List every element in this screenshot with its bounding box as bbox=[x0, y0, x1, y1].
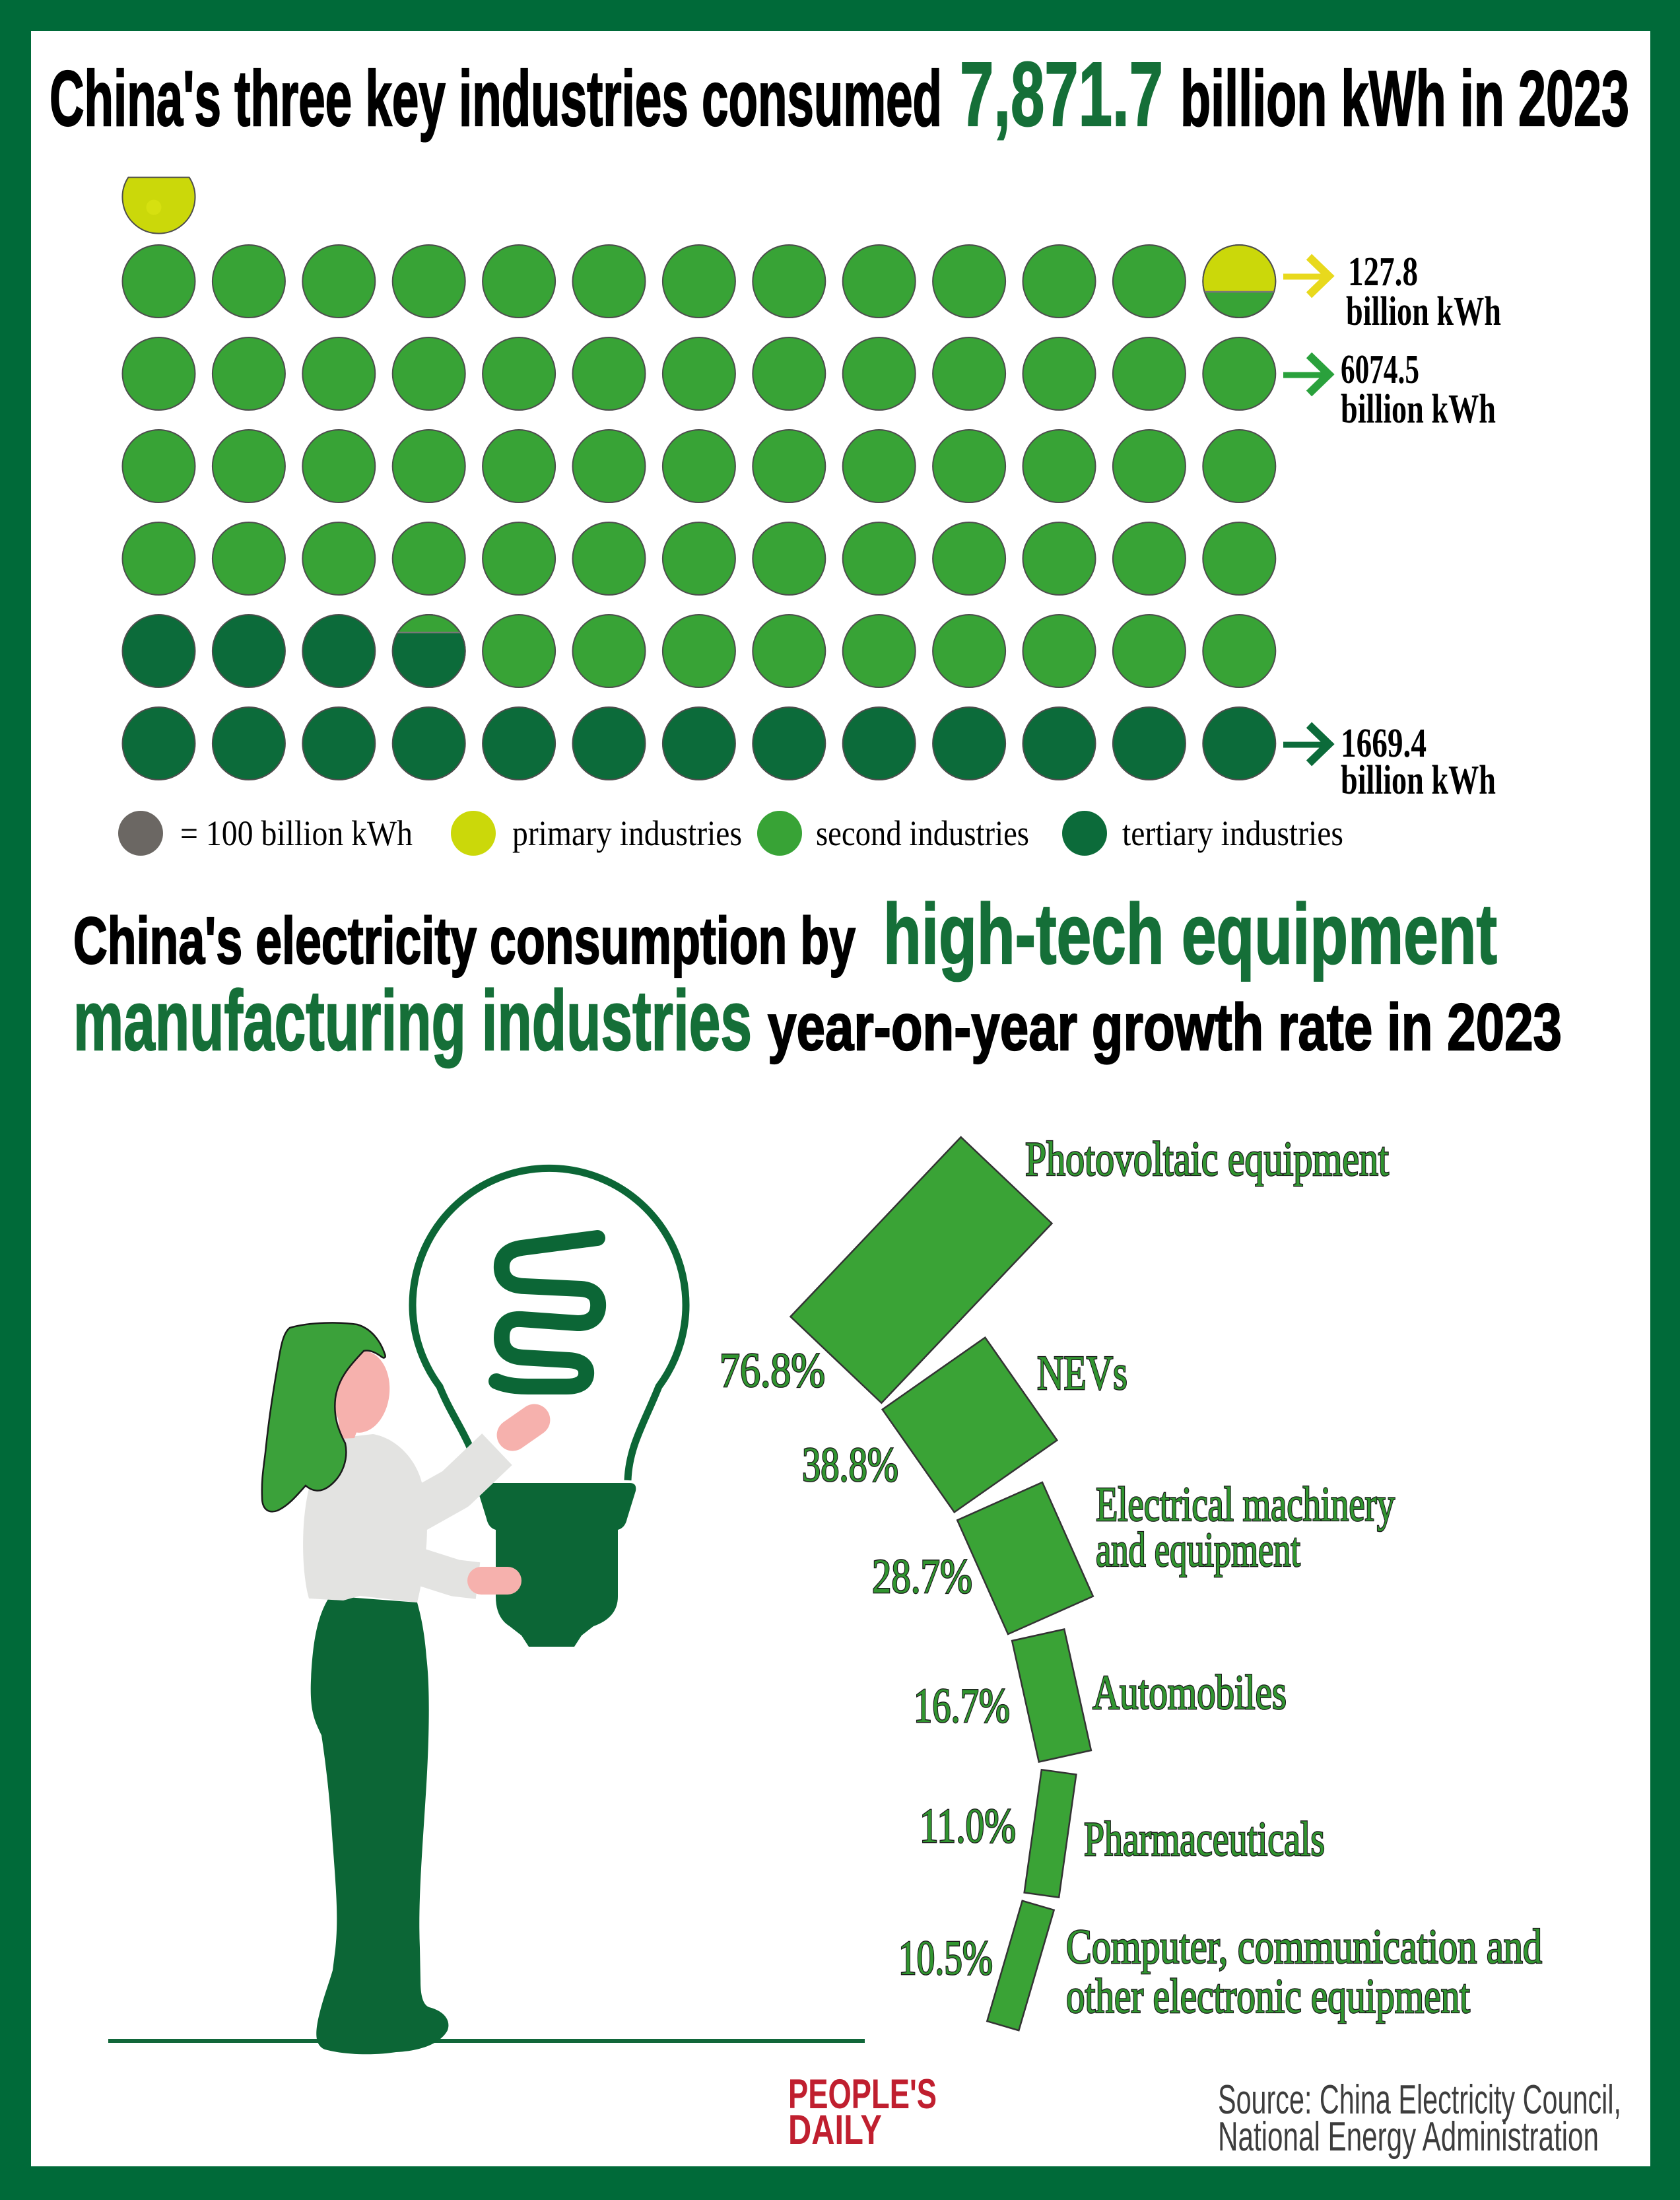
svg-text:38.8%: 38.8% bbox=[802, 1438, 898, 1492]
svg-text:28.7%: 28.7% bbox=[872, 1550, 972, 1604]
svg-text:1669.4: 1669.4 bbox=[1341, 721, 1427, 766]
svg-text:billion kWh: billion kWh bbox=[1341, 387, 1496, 432]
svg-text:16.7%: 16.7% bbox=[914, 1679, 1010, 1733]
svg-text:Pharmaceuticals: Pharmaceuticals bbox=[1084, 1812, 1325, 1867]
svg-text:DAILY: DAILY bbox=[788, 2107, 882, 2153]
svg-text:billion kWh in 2023: billion kWh in 2023 bbox=[1180, 55, 1629, 143]
svg-text:10.5%: 10.5% bbox=[898, 1931, 993, 1985]
svg-text:PEOPLE'S: PEOPLE'S bbox=[788, 2071, 937, 2117]
svg-text:= 100 billion kWh: = 100 billion kWh bbox=[180, 813, 413, 853]
svg-text:7,871.7: 7,871.7 bbox=[960, 44, 1163, 145]
svg-text:Electrical machinery: Electrical machinery bbox=[1096, 1478, 1395, 1532]
svg-text:11.0%: 11.0% bbox=[920, 1799, 1016, 1853]
svg-text:6074.5: 6074.5 bbox=[1341, 347, 1419, 392]
svg-text:127.8: 127.8 bbox=[1348, 250, 1418, 294]
svg-text:other electronic equipment: other electronic equipment bbox=[1066, 1970, 1470, 2024]
svg-text:billion kWh: billion kWh bbox=[1346, 289, 1501, 334]
svg-text:and equipment: and equipment bbox=[1096, 1523, 1300, 1577]
svg-text:Computer, communication and: Computer, communication and bbox=[1066, 1920, 1542, 1974]
svg-text:China's three key industries c: China's three key industries consumed bbox=[50, 55, 942, 143]
svg-text:manufacturing industries: manufacturing industries bbox=[73, 973, 752, 1068]
svg-text:tertiary industries: tertiary industries bbox=[1122, 813, 1343, 853]
svg-text:high-tech equipment: high-tech equipment bbox=[883, 887, 1497, 982]
svg-text:second industries: second industries bbox=[816, 813, 1029, 853]
svg-text:76.8%: 76.8% bbox=[720, 1344, 825, 1398]
svg-text:National Energy Administration: National Energy Administration bbox=[1218, 2114, 1599, 2160]
svg-text:primary industries: primary industries bbox=[512, 813, 742, 853]
svg-text:Source: China Electricity Coun: Source: China Electricity Council, bbox=[1218, 2077, 1621, 2123]
svg-text:Automobiles: Automobiles bbox=[1092, 1666, 1287, 1720]
svg-text:year-on-year growth rate in 20: year-on-year growth rate in 2023 bbox=[768, 990, 1562, 1064]
svg-text:Photovoltaic equipment: Photovoltaic equipment bbox=[1025, 1132, 1389, 1186]
svg-text:NEVs: NEVs bbox=[1037, 1346, 1127, 1400]
svg-text:billion kWh: billion kWh bbox=[1341, 758, 1496, 803]
svg-text:China's electricity consumptio: China's electricity consumption by bbox=[73, 904, 856, 978]
